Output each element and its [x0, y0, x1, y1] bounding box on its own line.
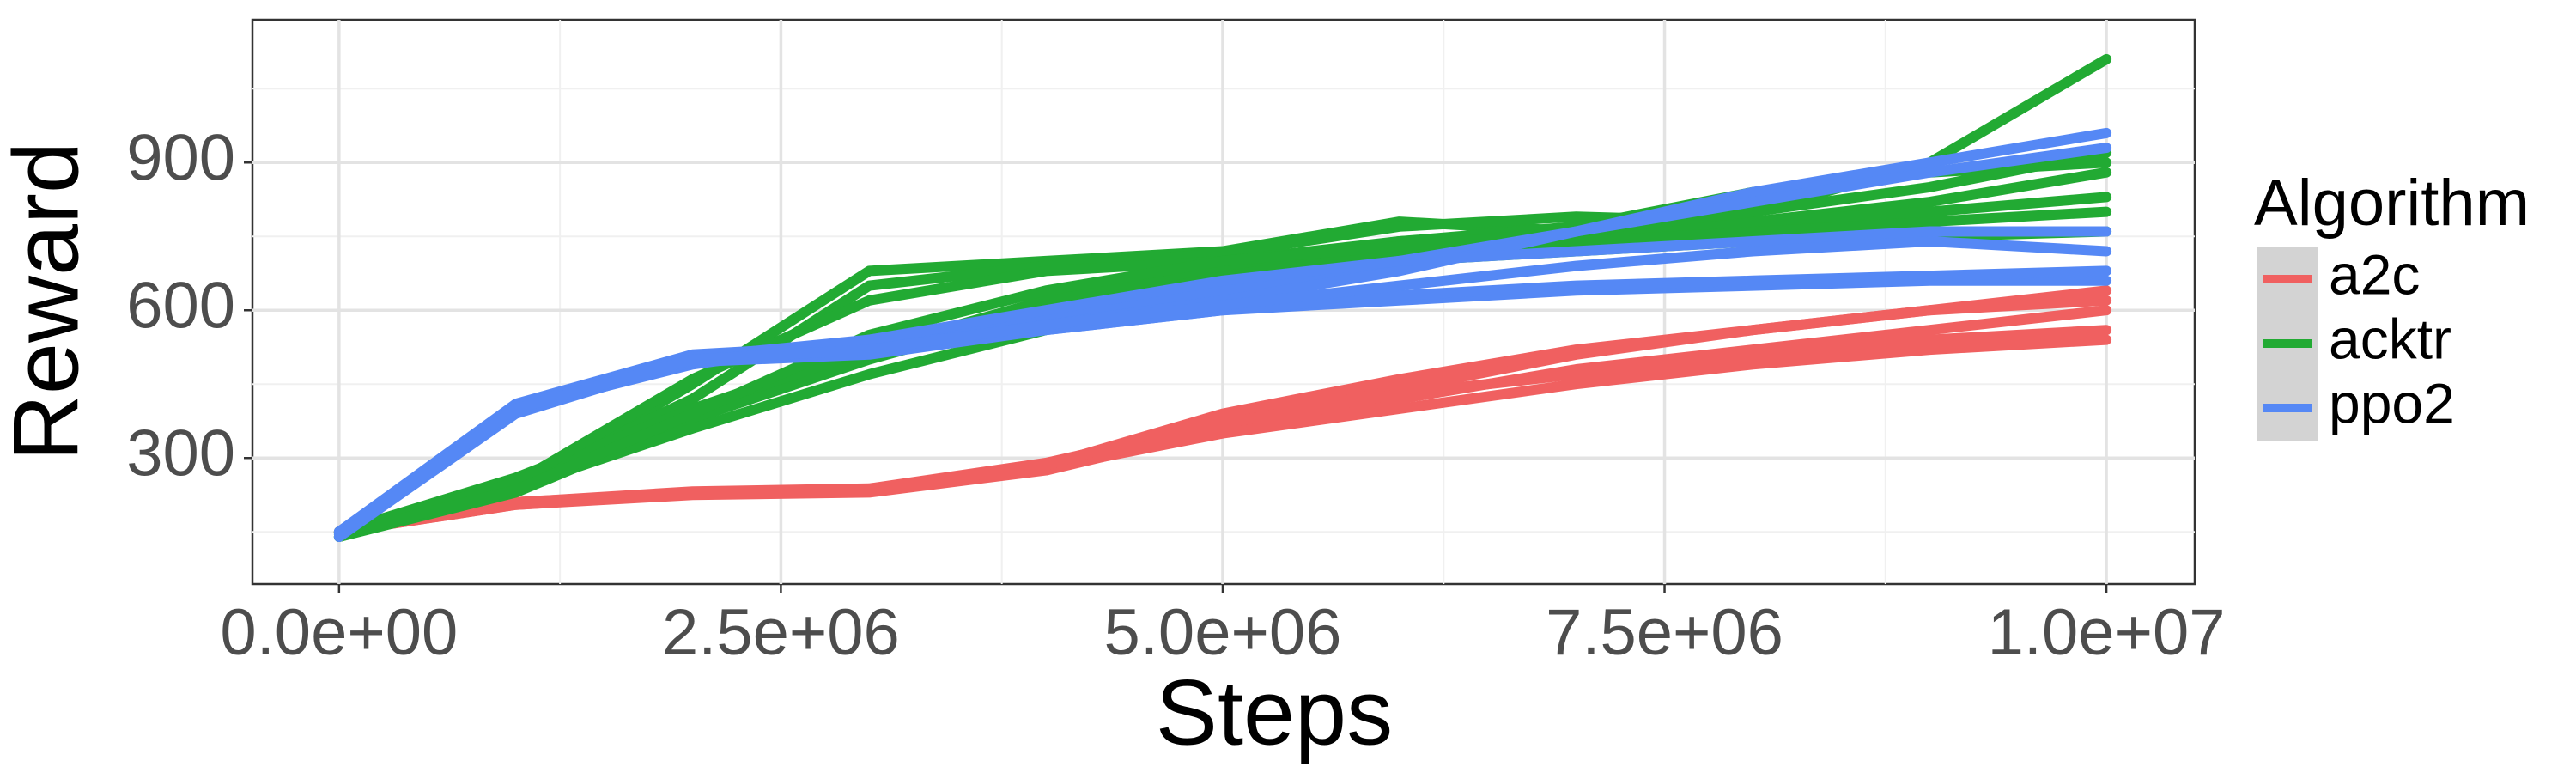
y-axis-label: Reward	[0, 142, 98, 461]
run-line	[333, 147, 2112, 540]
lines	[333, 53, 2112, 542]
x-tick-label: 1.0e+07	[1988, 596, 2226, 669]
x-tick-label: 0.0e+00	[220, 596, 458, 669]
x-axis-label: Steps	[1156, 660, 1393, 764]
x-tick-label: 7.5e+06	[1546, 596, 1783, 669]
x-tick-label: 5.0e+06	[1104, 596, 1342, 669]
legend-label: a2c	[2329, 242, 2420, 306]
run-line	[333, 236, 2112, 542]
y-tick-label: 300	[126, 417, 235, 490]
x-tick-label: 2.5e+06	[662, 596, 900, 669]
y-tick-label: 900	[126, 121, 235, 194]
run-line	[333, 295, 2112, 538]
legend-label: ppo2	[2329, 371, 2455, 435]
legend-label: acktr	[2329, 307, 2451, 370]
y-tick-label: 600	[126, 269, 235, 342]
legend-title: Algorithm	[2254, 167, 2530, 240]
